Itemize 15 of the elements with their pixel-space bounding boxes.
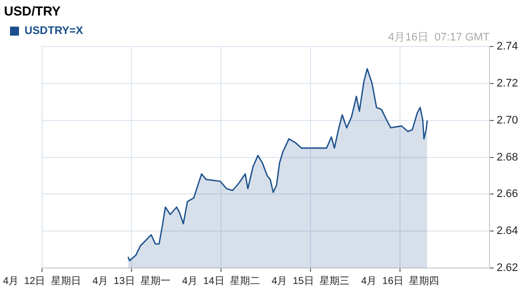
x-tick-label: 4月 13日 星期一 [92,274,170,287]
legend-label: USDTRY=X [24,25,84,38]
y-tick-label: 2.70 [496,114,518,126]
y-tick-label: 2.66 [496,188,518,200]
y-tick-label: 2.68 [496,151,518,164]
x-tick-label: 4月 15日 星期三 [272,274,350,287]
y-tick-label: 2.62 [496,262,518,274]
x-tick-label: 4月 12日 星期日 [2,274,81,287]
text: 4月16日 07:17 GMT [388,32,490,44]
y-tick-label: 2.74 [496,40,518,53]
x-tick-label: 4月 14日 星期二 [182,274,260,287]
y-tick-label: 2.72 [496,78,518,90]
x-tick-label: 4月 16日 星期四 [361,274,439,287]
y-tick-label: 2.64 [496,225,518,238]
chart-title: USD/TRY [4,3,61,18]
